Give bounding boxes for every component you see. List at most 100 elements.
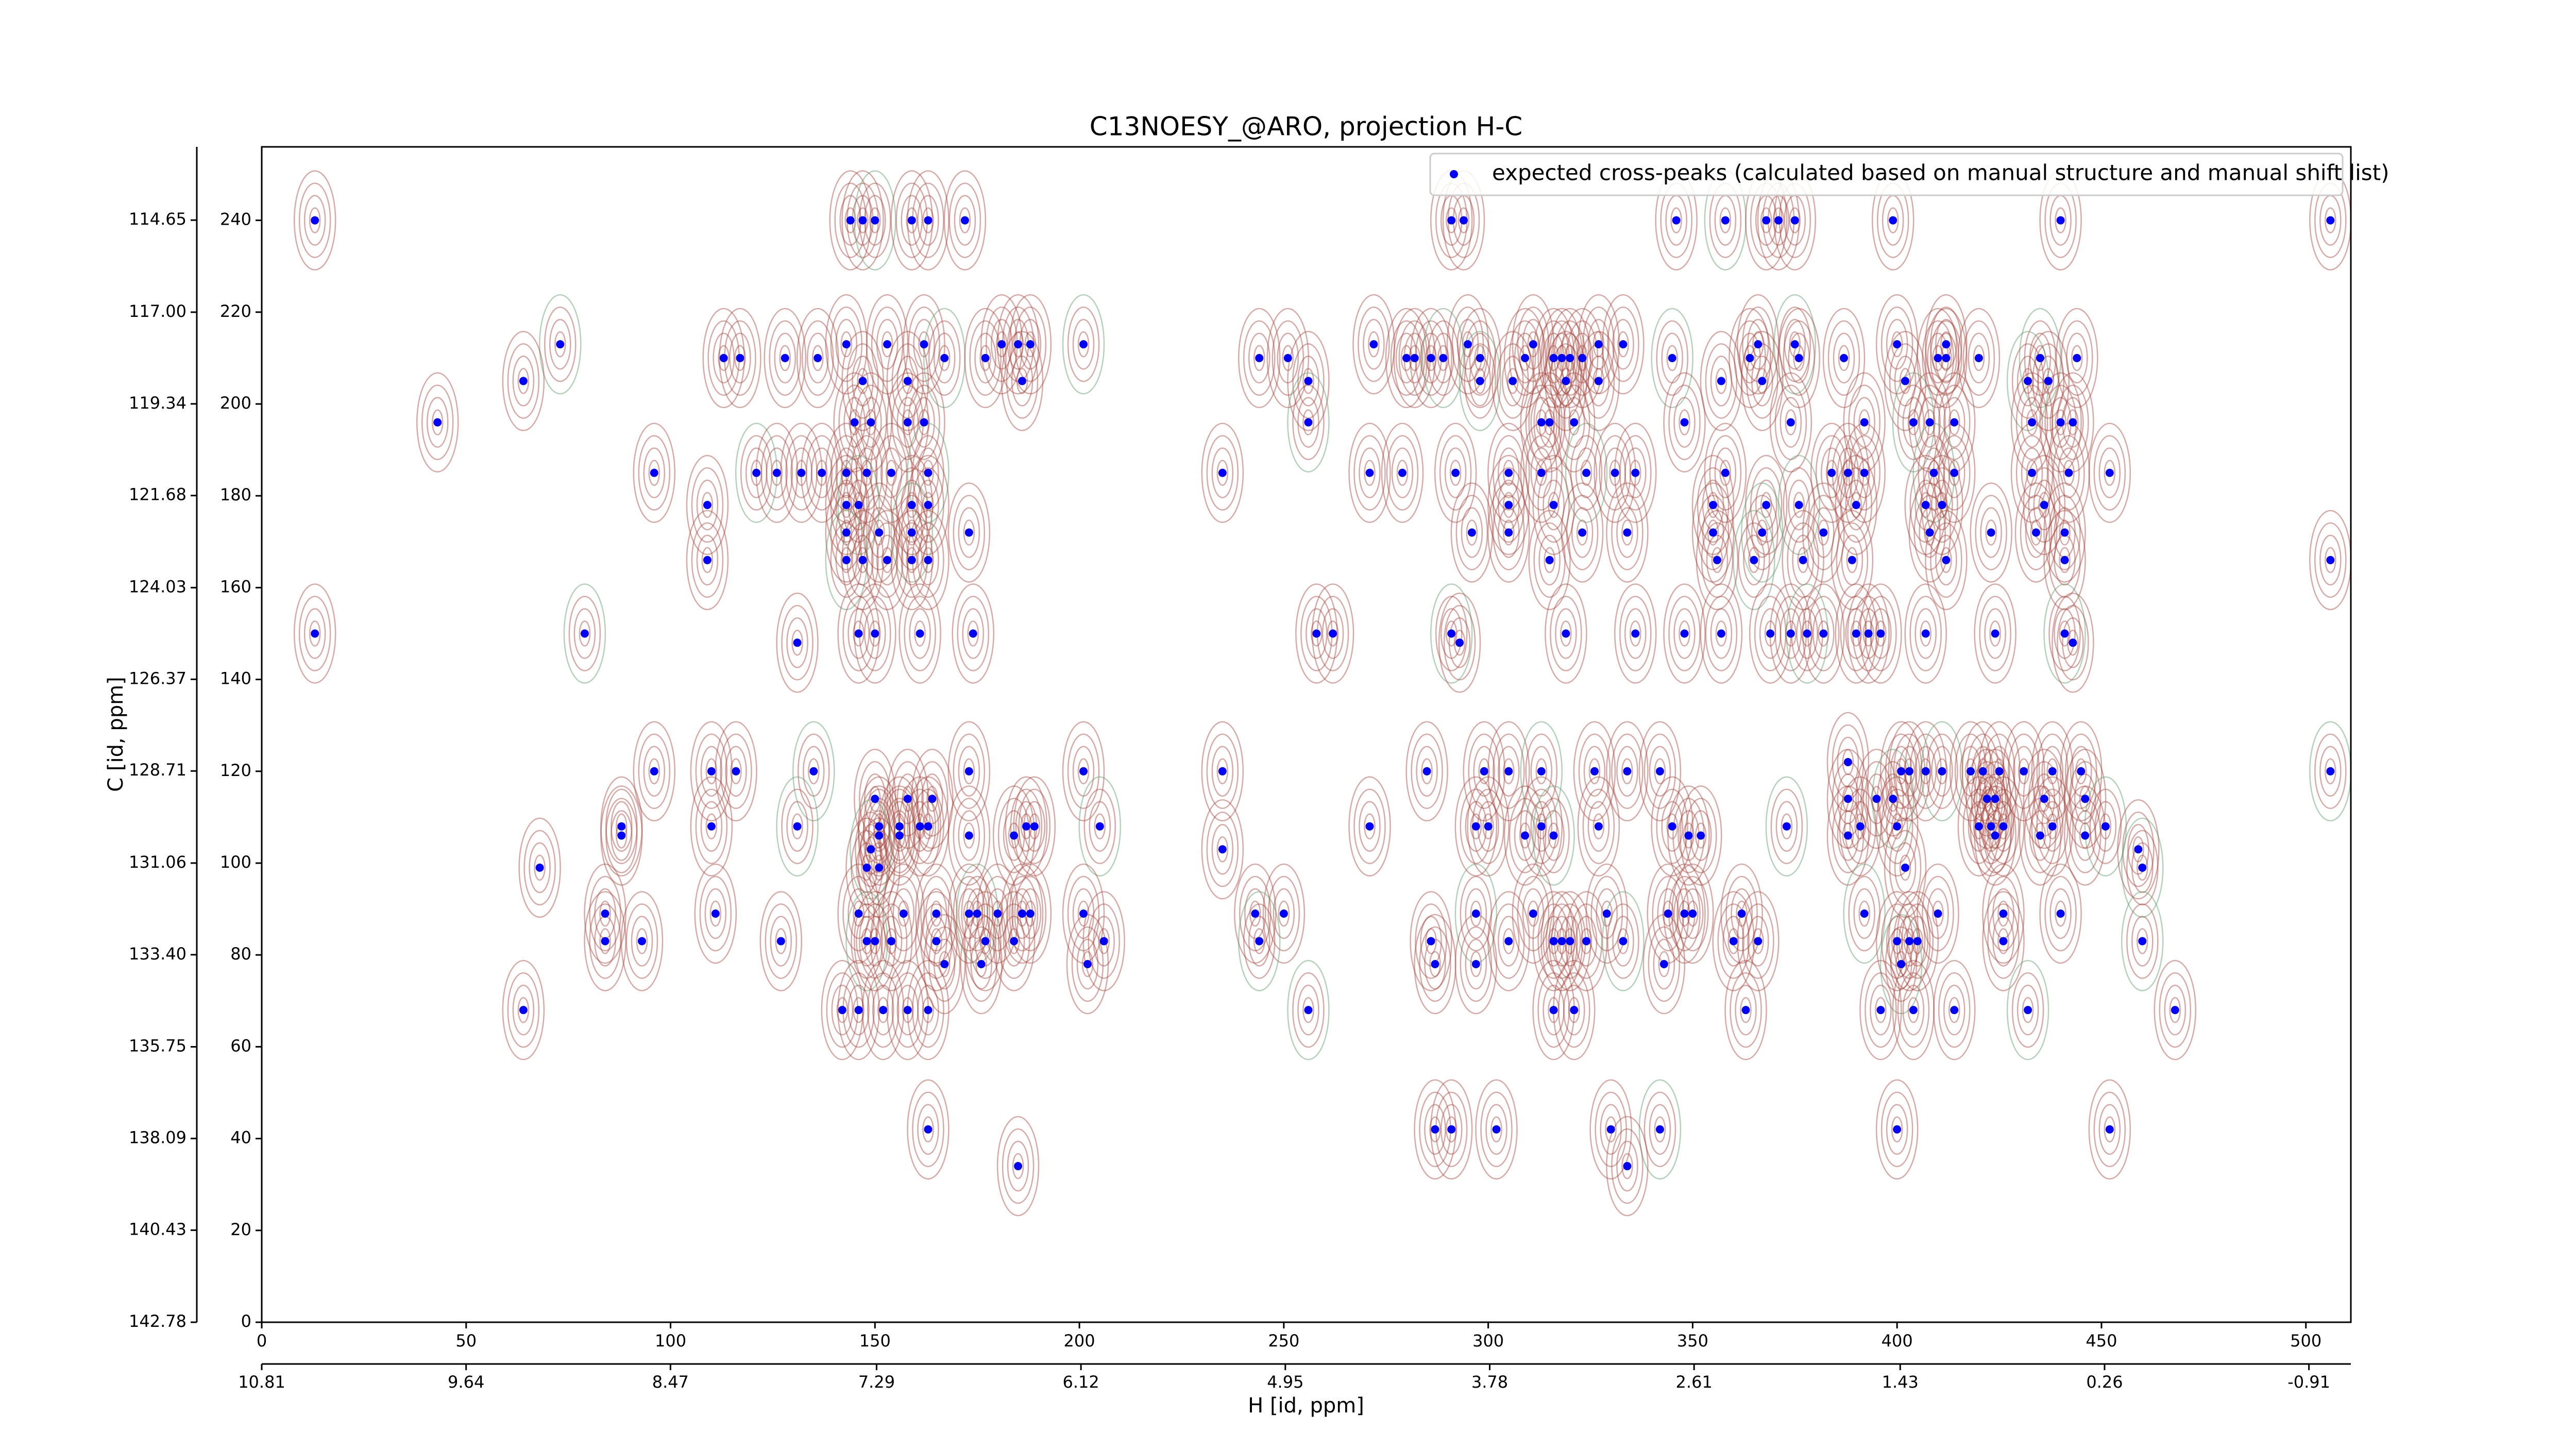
contour-ring xyxy=(948,182,981,258)
contour-ring xyxy=(1826,423,1870,523)
contour-ring xyxy=(1537,798,1570,873)
contour-ring xyxy=(791,813,803,839)
cross-peak xyxy=(1921,767,1930,776)
contour-ring xyxy=(1359,801,1381,852)
cross-peak xyxy=(2060,629,2069,638)
contour-ring xyxy=(309,207,321,233)
contour-ring xyxy=(1880,1091,1913,1168)
contour-ring xyxy=(1390,320,1423,396)
contour-ring xyxy=(1282,345,1294,372)
contour-ring xyxy=(1206,435,1239,511)
contour-ring xyxy=(1970,776,2012,877)
x-axis-label: H [id, ppm] xyxy=(1248,1394,1364,1418)
contour-ring xyxy=(2046,813,2058,839)
cross-peak xyxy=(899,909,908,918)
cross-peak xyxy=(969,629,977,638)
contour-ring xyxy=(1621,1153,1633,1180)
contour-ring xyxy=(2099,813,2112,839)
cross-peak xyxy=(1529,909,1537,918)
contour-ring xyxy=(1743,534,1765,586)
contour-ring xyxy=(1533,522,1566,598)
contour-ring xyxy=(853,620,865,647)
contour-ring xyxy=(713,332,735,384)
contour-ring xyxy=(841,331,884,431)
y2-tick-label: 126.37 xyxy=(129,668,187,688)
contour-ring xyxy=(1522,318,1545,370)
cross-peak xyxy=(903,377,912,385)
cross-peak xyxy=(535,863,544,872)
contour-ring xyxy=(694,863,737,964)
contour-ring xyxy=(1425,345,1437,372)
contour-ring xyxy=(1545,331,1587,431)
x2-tick-label: 10.81 xyxy=(238,1372,285,1392)
contour-ring xyxy=(1216,836,1229,863)
contour-ring xyxy=(1649,1104,1671,1155)
x-tick-label: 100 xyxy=(655,1331,686,1351)
contour-ring xyxy=(2314,522,2347,598)
contour-ring xyxy=(1984,608,2006,659)
contour-ring xyxy=(1421,758,1433,785)
contour-ring xyxy=(1077,331,1090,358)
contour-ring xyxy=(2093,1091,2126,1168)
contour-ring xyxy=(1475,1079,1518,1180)
contour-ring xyxy=(648,758,660,785)
cross-peak xyxy=(924,1125,933,1134)
contour-ring xyxy=(611,810,633,861)
cross-peak xyxy=(2326,555,2335,564)
contour-ring xyxy=(534,854,546,881)
y-tick-label: 200 xyxy=(220,393,251,413)
contour-ring xyxy=(1932,900,1944,927)
cross-peak xyxy=(924,822,933,831)
contour-ring xyxy=(869,207,881,233)
contour-ring xyxy=(885,460,897,486)
contour-ring xyxy=(902,785,914,812)
cross-peak xyxy=(1255,937,1264,946)
contour-ring xyxy=(1739,332,1761,384)
contour-ring xyxy=(1985,519,1997,546)
contour-ring xyxy=(1754,596,1787,671)
contour-ring xyxy=(1621,519,1633,546)
contour-ring xyxy=(831,984,854,1036)
contour-ring xyxy=(1663,583,1706,684)
contour-ring xyxy=(1962,320,1995,396)
contour-ring xyxy=(1530,746,1553,797)
contour-ring xyxy=(1535,813,1548,839)
contour-ring xyxy=(853,492,865,518)
x-tick-label: 400 xyxy=(1882,1331,1913,1351)
cross-peak xyxy=(1860,418,1869,427)
x2-tick-label: 7.29 xyxy=(858,1372,895,1392)
contour-ring xyxy=(1907,409,1920,435)
contour-ring xyxy=(1719,207,1732,233)
contour-ring xyxy=(2034,345,2046,372)
cross-peak xyxy=(809,767,818,776)
cross-peak xyxy=(1999,909,2008,918)
cross-peak xyxy=(2069,638,2077,647)
contour-ring xyxy=(421,384,454,460)
contour-ring xyxy=(1273,888,1295,939)
contour-ring xyxy=(426,397,449,448)
contour-ring xyxy=(1007,1140,1029,1192)
cross-peak xyxy=(2081,795,2090,803)
contour-ring xyxy=(1473,746,1495,797)
contour-ring xyxy=(1997,813,2009,839)
contour-ring xyxy=(781,605,814,681)
contour-ring xyxy=(1888,891,1931,991)
contour-ring xyxy=(1624,447,1647,498)
cross-peak xyxy=(1852,629,1860,638)
contour-ring xyxy=(1970,482,2012,583)
contour-ring xyxy=(1517,875,1550,952)
cross-peak xyxy=(887,468,896,477)
contour-ring xyxy=(1462,331,1474,358)
contour-ring xyxy=(1866,773,1888,824)
cross-peak xyxy=(1549,1006,1558,1015)
contour-ring xyxy=(1616,1140,1638,1192)
contour-ring xyxy=(857,547,869,574)
cross-peak xyxy=(1251,909,1260,918)
contour-ring xyxy=(2093,435,2126,511)
contour-ring xyxy=(1643,733,1676,810)
cross-peak xyxy=(1938,767,1946,776)
contour-ring xyxy=(1889,343,1922,419)
cross-peak xyxy=(1876,1006,1885,1015)
contour-ring xyxy=(700,746,723,797)
